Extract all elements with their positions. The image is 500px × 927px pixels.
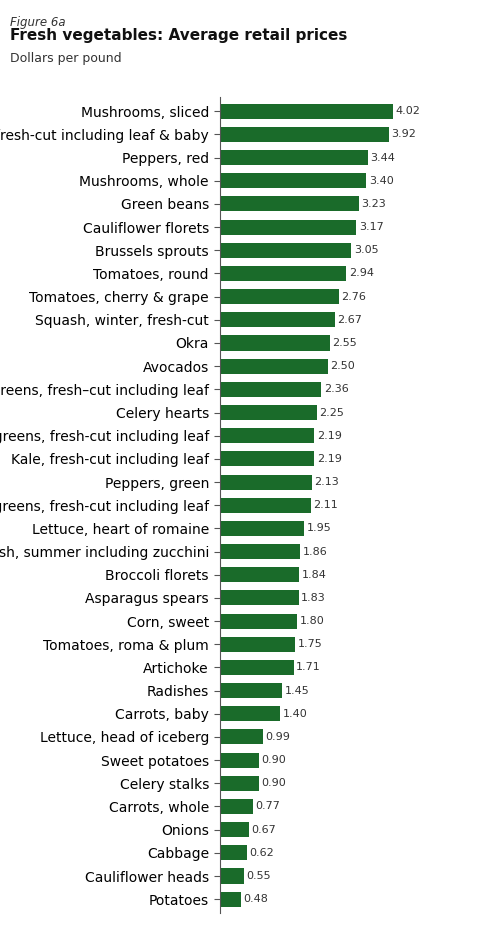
Bar: [220, 776, 258, 791]
Text: 1.71: 1.71: [296, 663, 321, 672]
Text: 3.92: 3.92: [391, 130, 416, 139]
Bar: [220, 104, 393, 119]
Bar: [220, 660, 294, 675]
Bar: [220, 312, 335, 327]
Text: 3.17: 3.17: [359, 222, 384, 232]
Bar: [220, 845, 246, 860]
Bar: [220, 567, 299, 582]
Text: 4.02: 4.02: [396, 107, 420, 116]
Bar: [220, 730, 262, 744]
Bar: [220, 197, 359, 211]
Text: 0.67: 0.67: [252, 825, 276, 834]
Bar: [220, 289, 338, 304]
Bar: [220, 869, 244, 883]
Text: 3.23: 3.23: [362, 199, 386, 209]
Bar: [220, 683, 282, 698]
Text: 2.36: 2.36: [324, 385, 349, 394]
Text: 2.19: 2.19: [317, 431, 342, 440]
Text: 2.67: 2.67: [338, 315, 362, 324]
Bar: [220, 614, 298, 629]
Bar: [220, 822, 249, 837]
Text: 0.48: 0.48: [243, 895, 268, 904]
Bar: [220, 173, 366, 188]
Text: 2.13: 2.13: [314, 477, 339, 487]
Text: 2.25: 2.25: [320, 408, 344, 417]
Bar: [220, 706, 280, 721]
Text: Fresh vegetables: Average retail prices: Fresh vegetables: Average retail prices: [10, 28, 347, 43]
Text: 1.40: 1.40: [283, 709, 308, 718]
Bar: [220, 892, 240, 907]
Bar: [220, 451, 314, 466]
Bar: [220, 336, 330, 350]
Text: 0.90: 0.90: [262, 756, 286, 765]
Text: 2.11: 2.11: [314, 501, 338, 510]
Text: 0.99: 0.99: [265, 732, 290, 742]
Bar: [220, 590, 298, 605]
Text: 2.94: 2.94: [349, 269, 374, 278]
Text: 0.77: 0.77: [256, 802, 280, 811]
Text: Dollars per pound: Dollars per pound: [10, 52, 122, 65]
Bar: [220, 498, 310, 513]
Bar: [220, 359, 328, 374]
Bar: [220, 753, 258, 768]
Bar: [220, 428, 314, 443]
Text: 2.19: 2.19: [317, 454, 342, 464]
Text: Figure 6a: Figure 6a: [10, 16, 66, 29]
Text: 1.83: 1.83: [302, 593, 326, 603]
Text: 3.40: 3.40: [369, 176, 394, 185]
Text: 1.95: 1.95: [306, 524, 331, 533]
Bar: [220, 799, 253, 814]
Bar: [220, 220, 356, 235]
Text: 1.80: 1.80: [300, 616, 324, 626]
Text: 2.76: 2.76: [342, 292, 366, 301]
Text: 2.50: 2.50: [330, 362, 355, 371]
Text: 3.05: 3.05: [354, 246, 378, 255]
Text: 1.75: 1.75: [298, 640, 322, 649]
Bar: [220, 127, 388, 142]
Text: 3.44: 3.44: [370, 153, 396, 162]
Text: 0.90: 0.90: [262, 779, 286, 788]
Bar: [220, 382, 322, 397]
Text: 1.86: 1.86: [302, 547, 328, 556]
Bar: [220, 544, 300, 559]
Text: 0.55: 0.55: [246, 871, 271, 881]
Text: 1.45: 1.45: [285, 686, 310, 695]
Text: 0.62: 0.62: [249, 848, 274, 857]
Bar: [220, 521, 304, 536]
Bar: [220, 637, 295, 652]
Bar: [220, 243, 351, 258]
Text: 1.84: 1.84: [302, 570, 326, 579]
Bar: [220, 405, 317, 420]
Bar: [220, 266, 346, 281]
Bar: [220, 150, 368, 165]
Text: 2.55: 2.55: [332, 338, 357, 348]
Bar: [220, 475, 312, 489]
